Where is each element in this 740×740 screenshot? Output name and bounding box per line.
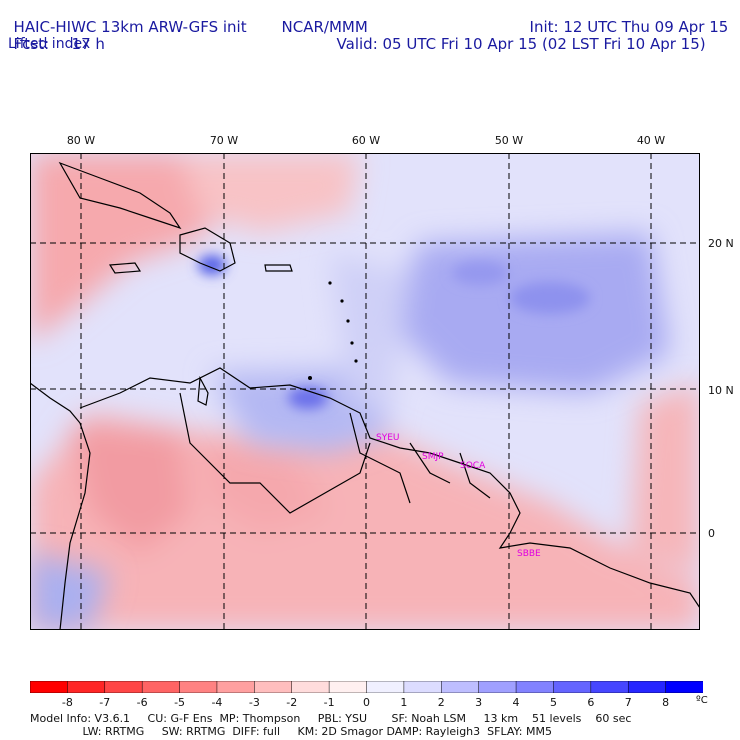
colorbar-swatch: [366, 681, 405, 693]
colorbar-tick: 2: [437, 696, 445, 709]
colorbar-tick: -2: [286, 696, 298, 709]
coast-jamaica: [108, 262, 142, 274]
lon-label-50w: 50 W: [494, 134, 524, 147]
border-suriname-fguiana: [459, 452, 491, 499]
max-near-trinidad: [288, 387, 328, 409]
coast-puerto-rico: [264, 264, 293, 272]
colorbar-tick: -6: [136, 696, 148, 709]
coast-cuba: [58, 161, 182, 230]
shading-south-america: [30, 413, 700, 630]
colorbar-swatch: [403, 681, 443, 693]
station-syeu: SYEU: [376, 433, 399, 443]
model-info-line1: Model Info: V3.6.1 CU: G-F Ens MP: Thomp…: [30, 712, 632, 725]
border-guyana-suriname: [409, 442, 451, 484]
shading-pacific-sw: [30, 553, 110, 630]
colorbar: [30, 681, 703, 693]
island-dot: [346, 319, 350, 323]
lon-label-70w: 70 W: [209, 134, 239, 147]
lat-label-20n: 20 N: [708, 237, 734, 250]
colorbar-tick: -4: [211, 696, 223, 709]
lat-label-10n: 10 N: [708, 384, 734, 397]
colorbar-tick: 8: [662, 696, 670, 709]
colorbar-swatch: [328, 681, 368, 693]
colorbar-swatch: [179, 681, 218, 693]
shading-north-west: [180, 153, 360, 233]
island-dot: [354, 359, 358, 363]
colorbar-swatch: [30, 681, 69, 693]
forecast-label: Fcst:: [13, 35, 50, 53]
shading-lesser-antilles: [330, 253, 410, 413]
colorbar-swatch: [141, 681, 181, 693]
island-dot: [328, 281, 332, 285]
island-dot: [350, 341, 354, 345]
colorbar-tick: -8: [61, 696, 73, 709]
lon-label-80w: 80 W: [66, 134, 96, 147]
colorbar-tick: -7: [99, 696, 111, 709]
max-near-hispaniola: [198, 255, 226, 275]
valid-time: Valid: 05 UTC Fri 10 Apr 15 (02 LST Fri …: [336, 35, 706, 53]
max-atlantic-1: [510, 282, 590, 314]
colorbar-unit: ºC: [696, 695, 708, 706]
lon-label-40w: 40 W: [636, 134, 666, 147]
colorbar-tick: -1: [323, 696, 335, 709]
colorbar-swatch: [665, 681, 703, 693]
lat-label-equator: 0: [708, 527, 715, 540]
colorbar-tick: 7: [624, 696, 632, 709]
colorbar-swatch: [104, 681, 143, 693]
colorbar-tick: 3: [475, 696, 483, 709]
lifted-index-map: SYEU SMJP SOCA SBBE: [30, 153, 700, 630]
colorbar-tick: 6: [587, 696, 595, 709]
coast-hispaniola: [179, 227, 236, 272]
init-time: Init: 12 UTC Thu 09 Apr 15: [529, 18, 729, 36]
station-soca: SOCA: [460, 461, 486, 471]
colorbar-swatch: [216, 681, 256, 693]
colorbar-tick: -3: [248, 696, 260, 709]
colorbar-swatch: [553, 681, 592, 693]
colorbar-swatch: [67, 681, 106, 693]
model-title: HAIC-HIWC 13km ARW-GFS init: [13, 18, 247, 36]
shading-east-africa-edge: [630, 383, 700, 573]
colorbar-tick: 4: [512, 696, 520, 709]
colorbar-swatch: [590, 681, 629, 693]
island-dot: [308, 376, 312, 380]
org-label: NCAR/MMM: [281, 18, 368, 36]
colorbar-tick: 0: [363, 696, 370, 709]
coast-central-america: [30, 382, 91, 630]
colorbar-swatch: [627, 681, 667, 693]
shading-west-caribbean: [30, 153, 230, 343]
colorbar-swatch: [254, 681, 293, 693]
colorbar-swatch: [441, 681, 480, 693]
coast-lake-maracaibo: [197, 375, 209, 406]
border-venezuela-guyana: [349, 412, 411, 504]
island-dot: [340, 299, 344, 303]
shading-panama-colombia: [70, 423, 190, 553]
colorbar-tick: 1: [400, 696, 408, 709]
field-name: Lifted index: [8, 36, 91, 52]
model-info-line2: LW: RRTMG SW: RRTMG DIFF: full KM: 2D Sm…: [30, 725, 552, 738]
lon-label-60w: 60 W: [351, 134, 381, 147]
colorbar-tick: -5: [174, 696, 186, 709]
colorbar-swatch: [478, 681, 517, 693]
colorbar-swatch: [515, 681, 555, 693]
border-colombia-venezuela: [179, 392, 371, 514]
colorbar-tick: 5: [549, 696, 557, 709]
station-sbbe: SBBE: [517, 549, 541, 559]
station-smjp: SMJP: [422, 452, 444, 462]
forecast-hour: 17 h: [71, 35, 105, 53]
coast-south-america: [79, 367, 700, 609]
max-atlantic-2: [452, 261, 508, 285]
colorbar-swatch: [291, 681, 330, 693]
